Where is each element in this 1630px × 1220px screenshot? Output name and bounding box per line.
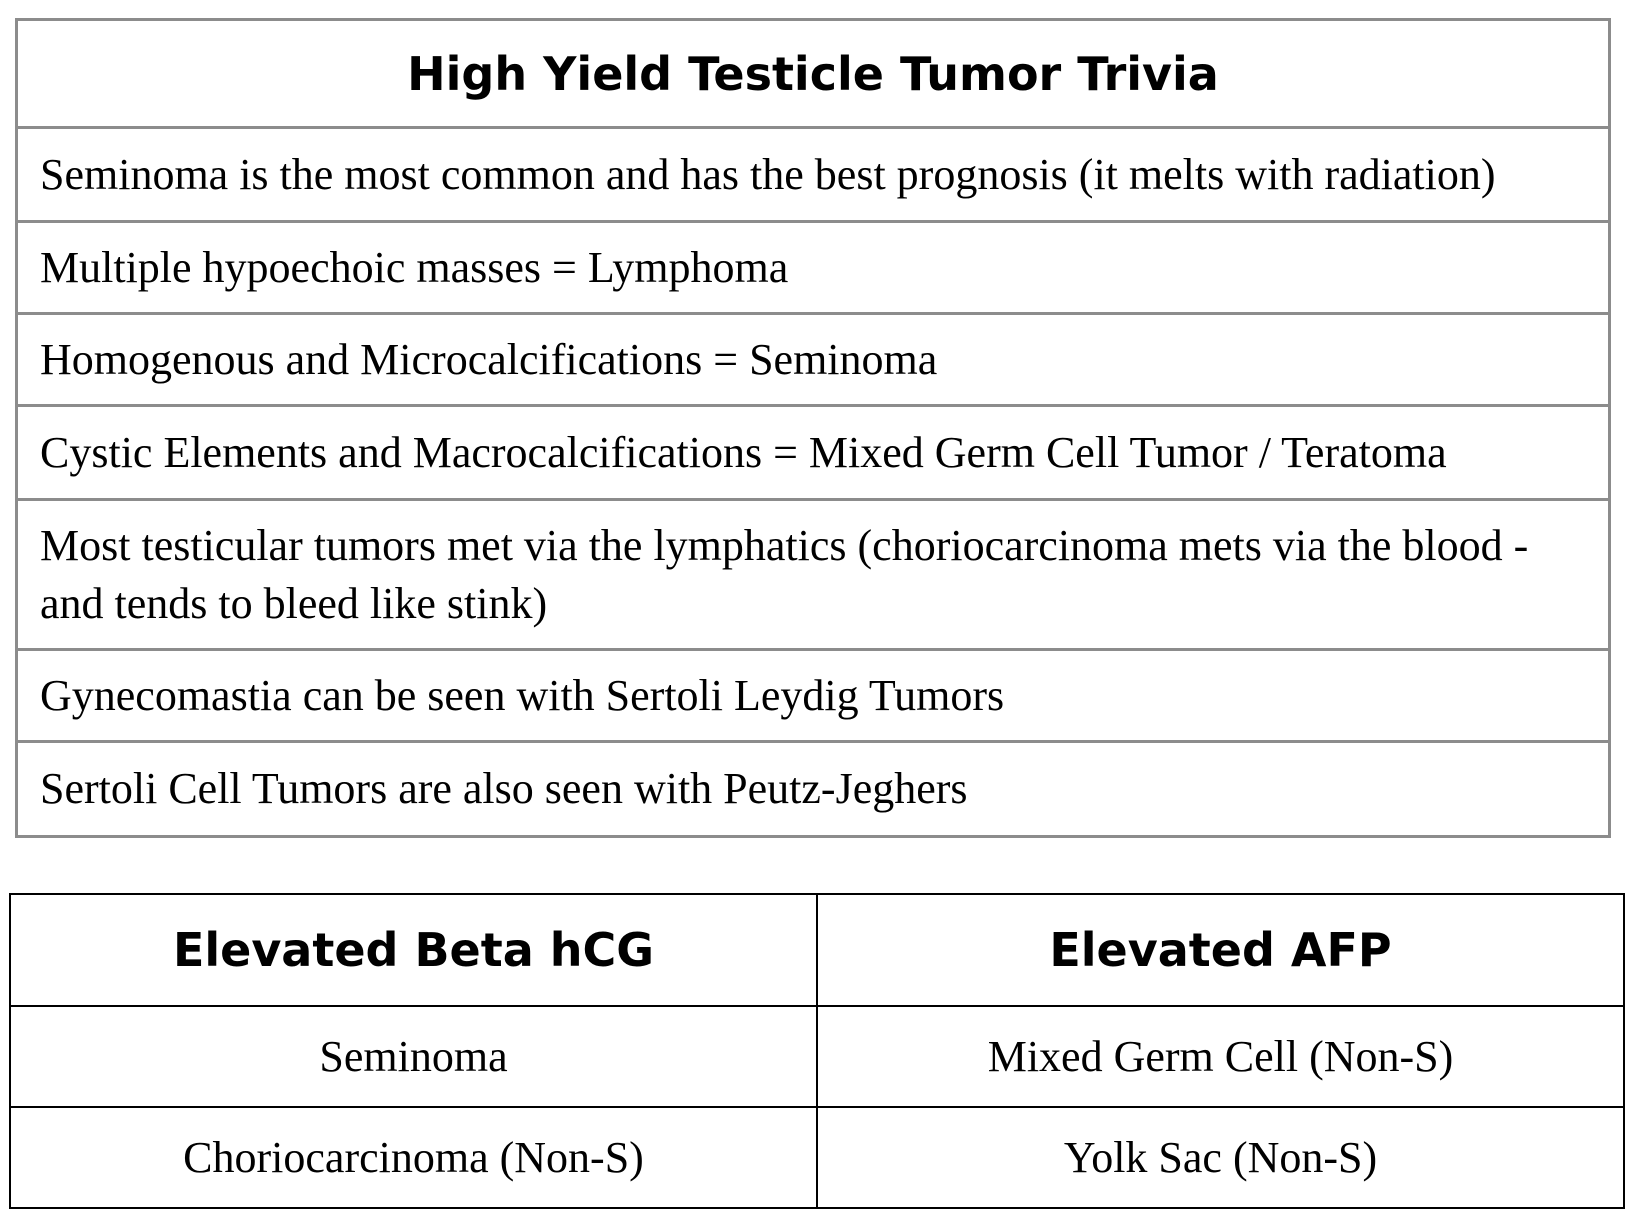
table-row: Choriocarcinoma (Non-S) Yolk Sac (Non-S) [9,1106,1625,1209]
table-cell: Choriocarcinoma (Non-S) [9,1106,818,1209]
trivia-row: Seminoma is the most common and has the … [18,129,1608,223]
table-cell: Seminoma [9,1005,818,1108]
table-cell: Yolk Sac (Non-S) [816,1106,1625,1209]
table-cell: Mixed Germ Cell (Non-S) [816,1005,1625,1108]
trivia-row: Cystic Elements and Macrocalcifications … [18,407,1608,501]
trivia-title: High Yield Testicle Tumor Trivia [18,21,1608,129]
trivia-row: Gynecomastia can be seen with Sertoli Le… [18,651,1608,743]
header-beta-hcg: Elevated Beta hCG [9,893,818,1007]
table-row: Seminoma Mixed Germ Cell (Non-S) [9,1005,1625,1108]
marker-header-row: Elevated Beta hCG Elevated AFP [9,893,1625,1007]
tumor-marker-table: Elevated Beta hCG Elevated AFP Seminoma … [9,893,1625,1209]
trivia-row: Sertoli Cell Tumors are also seen with P… [40,764,968,813]
trivia-table: High Yield Testicle Tumor Trivia Seminom… [15,18,1611,838]
trivia-row: Homogenous and Microcalcifications = Sem… [18,315,1608,407]
trivia-row: Most testicular tumors met via the lymph… [18,501,1608,651]
trivia-row: Multiple hypoechoic masses = Lymphoma [18,223,1608,315]
header-afp: Elevated AFP [816,893,1625,1007]
